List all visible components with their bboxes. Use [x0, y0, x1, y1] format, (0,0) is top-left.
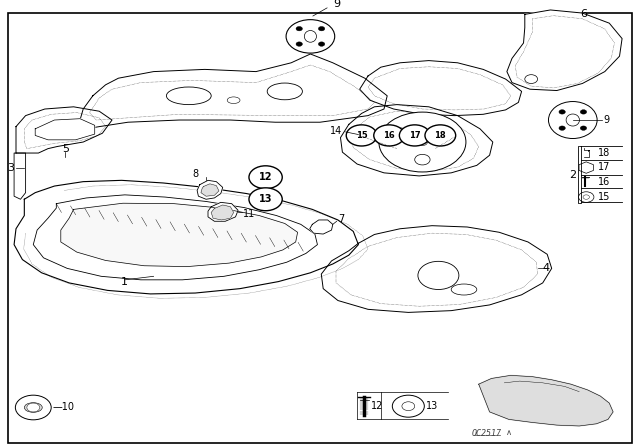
- Text: 12: 12: [371, 401, 383, 411]
- Polygon shape: [80, 54, 387, 129]
- Text: 17: 17: [598, 162, 611, 172]
- Text: —10: —10: [52, 402, 74, 413]
- Polygon shape: [321, 226, 552, 312]
- Text: 8: 8: [192, 168, 198, 179]
- Polygon shape: [14, 153, 26, 199]
- Circle shape: [399, 125, 430, 146]
- Circle shape: [249, 188, 282, 211]
- Circle shape: [318, 42, 324, 46]
- Text: 12: 12: [259, 172, 273, 182]
- Circle shape: [379, 112, 466, 172]
- Text: 13: 13: [426, 401, 438, 411]
- Text: 17: 17: [409, 131, 420, 140]
- Circle shape: [346, 125, 377, 146]
- Text: 6: 6: [580, 9, 588, 19]
- Text: 11: 11: [243, 209, 255, 219]
- Text: 13: 13: [259, 194, 273, 204]
- Text: 14: 14: [330, 126, 342, 136]
- Polygon shape: [360, 60, 522, 116]
- Polygon shape: [507, 10, 622, 90]
- Text: 2: 2: [569, 170, 576, 180]
- Circle shape: [286, 20, 335, 53]
- Text: 16: 16: [598, 177, 611, 187]
- Circle shape: [15, 395, 51, 420]
- Polygon shape: [61, 203, 298, 267]
- Circle shape: [559, 126, 565, 130]
- Circle shape: [425, 125, 456, 146]
- Polygon shape: [211, 205, 234, 220]
- Circle shape: [318, 26, 324, 31]
- Text: ∧: ∧: [506, 428, 512, 437]
- Text: 16: 16: [383, 131, 395, 140]
- Polygon shape: [310, 220, 333, 234]
- Polygon shape: [197, 181, 223, 199]
- Circle shape: [580, 110, 587, 114]
- Text: 9: 9: [333, 0, 340, 9]
- Polygon shape: [16, 107, 112, 153]
- Circle shape: [374, 125, 404, 146]
- Text: 7: 7: [338, 214, 344, 224]
- Polygon shape: [33, 195, 317, 280]
- Ellipse shape: [548, 102, 597, 138]
- Circle shape: [27, 403, 40, 412]
- Text: 15: 15: [356, 131, 367, 140]
- Text: 18: 18: [435, 131, 446, 140]
- Polygon shape: [35, 119, 95, 140]
- Text: 1: 1: [122, 276, 128, 287]
- Text: 18: 18: [598, 148, 611, 158]
- Text: OC2517: OC2517: [472, 429, 501, 438]
- Polygon shape: [208, 202, 238, 221]
- Circle shape: [249, 166, 282, 189]
- Polygon shape: [479, 375, 613, 426]
- Text: 3: 3: [7, 164, 14, 173]
- Circle shape: [296, 42, 303, 46]
- Polygon shape: [201, 184, 219, 196]
- Circle shape: [559, 110, 565, 114]
- Text: 9: 9: [604, 115, 610, 125]
- Text: 5: 5: [62, 144, 68, 154]
- Text: 4: 4: [543, 263, 550, 273]
- Ellipse shape: [24, 403, 42, 412]
- Circle shape: [392, 395, 424, 417]
- Circle shape: [296, 26, 303, 31]
- Circle shape: [580, 126, 587, 130]
- Text: 15: 15: [598, 192, 611, 202]
- Polygon shape: [340, 105, 493, 176]
- Polygon shape: [14, 181, 358, 294]
